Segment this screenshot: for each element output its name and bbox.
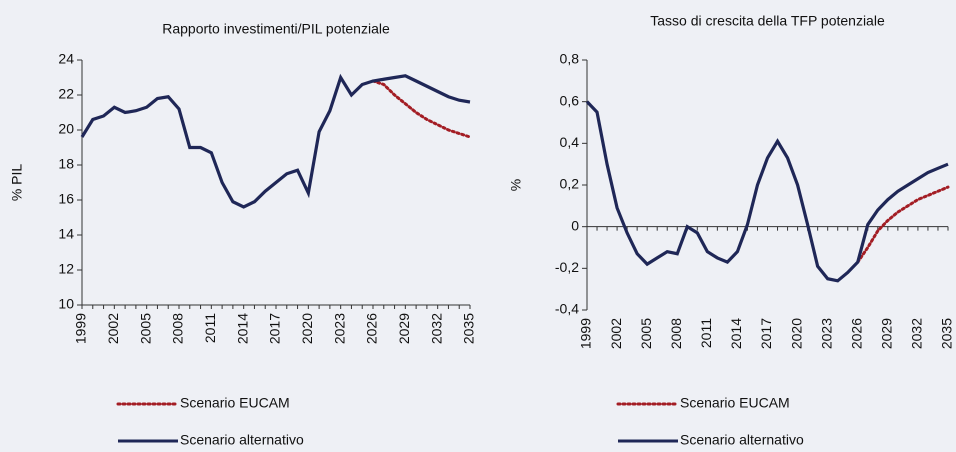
y-tick-label: 0,6 xyxy=(560,92,580,108)
x-tick-label: 2029 xyxy=(879,318,895,349)
y-axis-label: % PIL xyxy=(9,164,25,202)
x-tick-label: 2017 xyxy=(267,313,283,344)
series-line xyxy=(80,73,471,209)
y-tick-label: 18 xyxy=(58,156,74,172)
y-tick-label: 0 xyxy=(571,217,579,233)
x-tick-label: 2011 xyxy=(698,318,714,348)
x-tick-label: 2023 xyxy=(818,318,834,349)
y-tick-label: 14 xyxy=(58,226,74,242)
x-tick-label: 2032 xyxy=(909,318,925,349)
x-tick-label: 2026 xyxy=(364,313,380,344)
y-tick-label: 12 xyxy=(58,261,74,277)
chart-title: Rapporto investimenti/PIL potenziale xyxy=(162,21,390,37)
x-tick-label: 2026 xyxy=(848,318,864,349)
series-line xyxy=(856,185,950,264)
legend-label: Scenario EUCAM xyxy=(180,395,290,411)
y-tick-label: -0,2 xyxy=(555,259,579,275)
chart-title: Tasso di crescita della TFP potenziale xyxy=(650,13,885,29)
y-tick-label: 0,4 xyxy=(560,134,580,150)
legend-label: Scenario EUCAM xyxy=(680,395,790,411)
y-tick-label: 0,8 xyxy=(560,51,580,67)
x-tick-label: 2014 xyxy=(234,313,250,344)
legend-label: Scenario alternativo xyxy=(680,432,804,448)
y-tick-label: 22 xyxy=(58,86,74,102)
y-tick-label: 20 xyxy=(58,121,74,137)
y-tick-label: 24 xyxy=(58,51,74,67)
series-line xyxy=(371,79,472,139)
x-tick-label: 1999 xyxy=(578,318,594,349)
x-tick-label: 2014 xyxy=(728,318,744,349)
y-tick-label: 10 xyxy=(58,296,74,312)
y-tick-label: 0,2 xyxy=(560,176,580,192)
x-tick-label: 2002 xyxy=(608,318,624,349)
x-tick-label: 2035 xyxy=(939,318,955,349)
x-tick-label: 2020 xyxy=(788,318,804,349)
x-tick-label: 2005 xyxy=(137,313,153,344)
x-tick-label: 2008 xyxy=(170,313,186,344)
x-tick-label: 2008 xyxy=(668,318,684,349)
x-tick-label: 2023 xyxy=(331,313,347,344)
x-tick-label: 2020 xyxy=(299,313,315,344)
x-tick-label: 2002 xyxy=(105,313,121,344)
x-tick-label: 2017 xyxy=(758,318,774,349)
legend-label: Scenario alternativo xyxy=(180,432,304,448)
y-axis-label: % xyxy=(508,179,524,191)
series-line xyxy=(585,100,949,283)
x-tick-label: 2005 xyxy=(638,318,654,349)
y-tick-label: -0,4 xyxy=(555,301,579,317)
x-tick-label: 2035 xyxy=(461,313,477,344)
x-tick-label: 2029 xyxy=(396,313,412,344)
y-tick-label: 16 xyxy=(58,191,74,207)
x-tick-label: 1999 xyxy=(73,313,89,344)
x-tick-label: 2032 xyxy=(428,313,444,344)
x-tick-label: 2011 xyxy=(202,313,218,343)
